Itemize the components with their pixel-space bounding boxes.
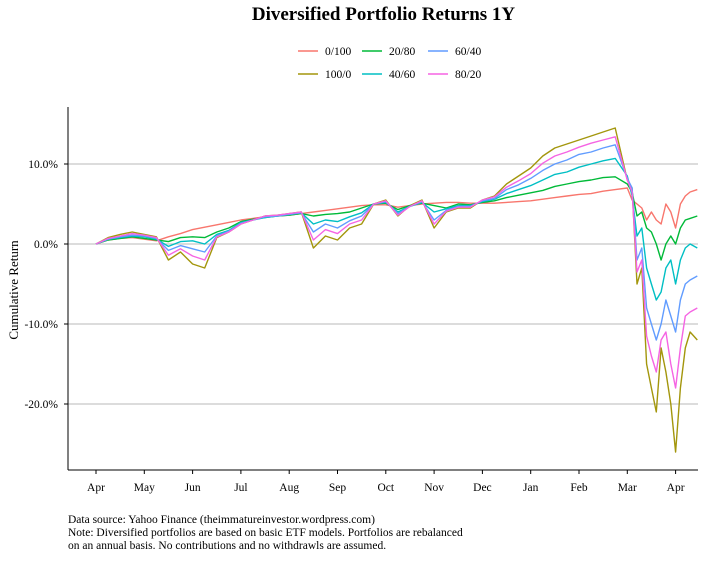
x-tick-label: Dec: [473, 482, 492, 494]
x-tick-label: Aug: [279, 482, 299, 494]
y-tick-label: 10.0%: [28, 159, 58, 171]
caption-line-source: Data source: Yahoo Finance (theimmaturei…: [68, 514, 375, 526]
x-tick-label: Nov: [424, 482, 444, 494]
legend-label: 80/20: [455, 69, 481, 81]
legend-label: 100/0: [325, 69, 351, 81]
x-tick-label: Jan: [523, 482, 539, 494]
x-tick-label: Jul: [234, 482, 247, 494]
y-tick-label: 0.0%: [34, 239, 58, 251]
series-line-60-40: [95, 144, 698, 341]
x-tick-label: Apr: [667, 482, 685, 494]
x-tick-label: Oct: [377, 482, 394, 494]
caption-line-assumptions: on an annual basis. No contributions and…: [68, 540, 387, 552]
x-tick-label: Mar: [618, 482, 637, 494]
caption: Data source: Yahoo Finance (theimmaturei…: [68, 514, 463, 553]
legend-label: 40/60: [389, 69, 415, 81]
legend-label: 60/40: [455, 46, 481, 58]
series-line-80-20: [95, 136, 698, 389]
x-tick-label: May: [134, 482, 155, 494]
series-line-0-100: [95, 187, 698, 245]
caption-line-note: Note: Diversified portfolios are based o…: [68, 527, 463, 539]
series-line-40-60: [95, 157, 698, 301]
x-tick-label: Feb: [570, 482, 588, 494]
x-tick-label: Jun: [185, 482, 201, 494]
series-lines: [95, 127, 698, 453]
y-tick-label: -20.0%: [24, 399, 58, 411]
x-tick-labels: Apr May Jun Jul Aug Sep Oct Nov Dec Jan Feb Mar Apr: [87, 470, 685, 494]
y-axis-label: Cumulative Return: [6, 240, 21, 340]
legend-label: 0/100: [325, 46, 351, 58]
x-tick-label: Apr: [87, 482, 105, 494]
legend-label: 20/80: [389, 46, 415, 58]
y-tick-label: -10.0%: [24, 319, 58, 331]
y-tick-labels: -20.0% -10.0% 0.0% 10.0%: [24, 159, 68, 411]
series-line-20-80: [95, 176, 698, 261]
x-tick-label: Sep: [329, 482, 347, 494]
legend: 0/100 20/80 60/40 100/0 40/60 80/20: [298, 46, 481, 81]
gridlines: [68, 163, 698, 405]
chart-title: Diversified Portfolio Returns 1Y: [251, 4, 516, 25]
